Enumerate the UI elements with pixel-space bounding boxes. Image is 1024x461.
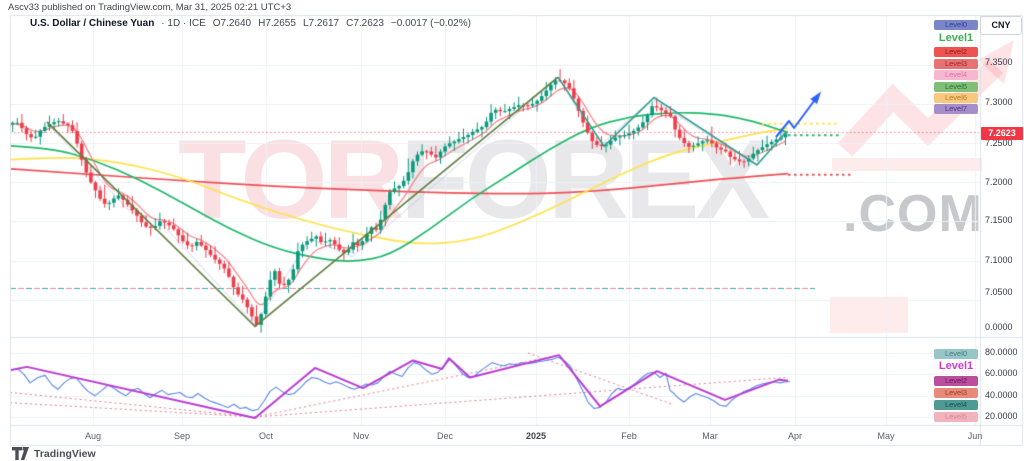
price-axis-label: 7.0500 [985,287,1013,297]
level-label-chip: Level5 [934,82,978,92]
price-axis-label: 60.0000 [985,368,1018,378]
symbol-info-line: U.S. Dollar / Chinese Yuan · 1D · ICE O7… [30,18,471,29]
level-label-chip: Level7 [934,104,978,114]
level-label-chip: Level6 [934,93,978,103]
currency-toggle-button[interactable]: CNY [980,16,1022,35]
time-axis-label: Nov [352,431,370,441]
price-axis-label: 7.1500 [985,215,1013,225]
ohlc-open: O7.2640 [212,18,252,29]
level-label-chip: Level2 [934,376,978,386]
time-axis-label: Feb [621,431,637,441]
time-axis-label: Aug [84,431,102,441]
publish-info-line: Ascv33 published on TradingView.com, Mar… [8,2,292,13]
level-label-chip: Level4 [934,400,978,410]
level-label-chip: Level5 [934,412,978,422]
level-label-chip: Level0 [934,349,978,359]
time-axis-label: Sep [173,431,191,441]
time-axis-label: Oct [258,431,274,441]
price-axis-label: 7.2500 [985,138,1013,148]
ohlc-low: L7.2617 [302,18,340,29]
time-axis-label: 2025 [525,431,547,441]
level-label-chip: Level4 [934,70,978,80]
price-axis-label: 80.0000 [985,347,1018,357]
tradingview-logo-icon [12,447,29,460]
time-axis-label: Mar [702,431,718,441]
ohlc-high: H7.2655 [258,18,296,29]
time-axis-label: Apr [787,431,803,441]
price-axis-label: 40.0000 [985,390,1018,400]
time-axis-label: May [877,431,895,441]
tradingview-logo-text: TradingView [34,447,96,460]
last-price-tag: 7.2623 [981,127,1023,140]
level-label-chip: Level1 [938,32,974,44]
level-label-chip: Level2 [934,47,978,57]
price-axis-label: 7.3500 [985,57,1013,67]
price-axis-label: 20.0000 [985,411,1018,421]
price-axis-label: 0.0000 [985,322,1013,332]
price-axis-label: 7.3000 [985,97,1013,107]
tradingview-logo[interactable]: TradingView [12,447,96,460]
level-label-chip: Level0 [934,20,978,30]
symbol-meta: · 1D · ICE [161,18,206,29]
time-axis-label: Jun [967,431,983,441]
symbol-title: U.S. Dollar / Chinese Yuan [30,18,155,29]
ohlc-change: −0.0017 (−0.02%) [390,18,471,29]
ohlc-close: C7.2623 [346,18,384,29]
level-label-chip: Level3 [934,59,978,69]
price-axis-label: 7.2000 [985,177,1013,187]
level-label-chip: Level3 [934,388,978,398]
level-label-chip: Level1 [938,360,974,372]
price-axis-label: 7.1000 [985,255,1013,265]
time-axis-label: Dec [436,431,454,441]
